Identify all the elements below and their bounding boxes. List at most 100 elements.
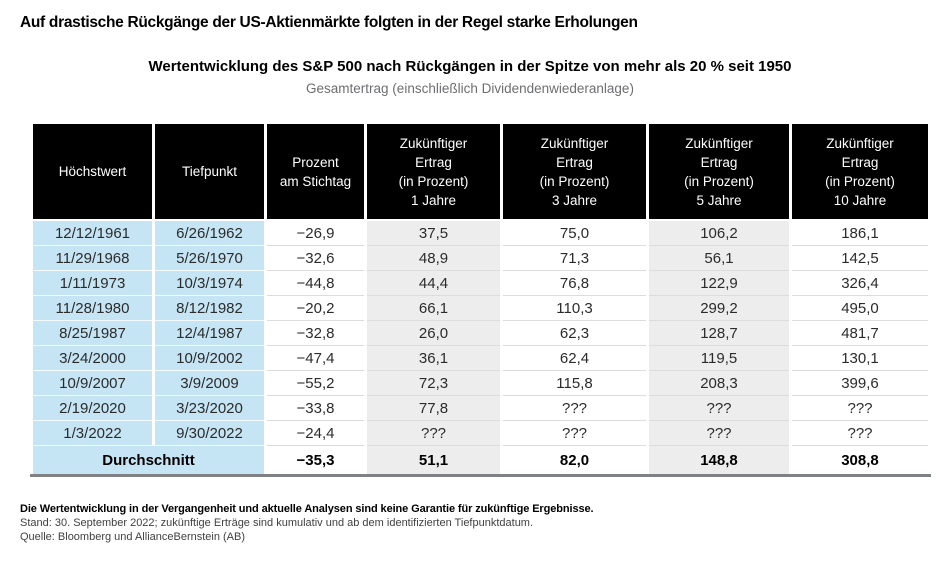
date-cell: 3/9/2009 [155,370,264,395]
value-cell: 75,0 [503,219,646,245]
value-cell: −44,8 [267,270,364,295]
table-row: 12/12/1961 6/26/1962 −26,9 37,5 75,0 106,2 186… [33,219,928,245]
value-cell: 62,3 [503,320,646,345]
table-row: 3/24/2000 10/9/2002 −47,4 36,1 62,4 119,5 130,… [33,345,928,370]
value-cell: −20,2 [267,295,364,320]
value-cell: 481,7 [792,320,928,345]
table-row: 2/19/2020 3/23/2020 −33,8 77,8????????? [33,395,928,420]
date-cell: 10/9/2002 [155,345,264,370]
table-row: 10/9/2007 3/9/2009 −55,2 72,3 115,8 208,3 399,… [33,370,928,395]
average-row: Durchschnitt −35,3 51,1 82,0 148,8 308,8 [33,445,928,474]
value-cell: 77,8 [367,395,500,420]
table-row: 1/11/1973 10/3/1974 −44,8 44,4 76,8 122,9 326,… [33,270,928,295]
date-cell: 12/12/1961 [33,219,152,245]
value-cell: 62,4 [503,345,646,370]
column-header-1: Tiefpunkt [155,124,264,219]
value-cell: 36,1 [367,345,500,370]
date-cell: 1/11/1973 [33,270,152,295]
value-cell: 208,3 [649,370,789,395]
date-cell: 12/4/1987 [155,320,264,345]
average-value-cell: −35,3 [267,445,364,474]
value-cell: 44,4 [367,270,500,295]
column-header-2: Prozent am Stichtag [267,124,364,219]
value-cell: −32,8 [267,320,364,345]
value-cell: 110,3 [503,295,646,320]
date-cell: 5/26/1970 [155,245,264,270]
disclaimer-note: Die Wertentwicklung in der Vergangenheit… [20,503,594,515]
value-cell: 130,1 [792,345,928,370]
table-row: 11/29/1968 5/26/1970 −32,6 48,9 71,3 56,1 142,… [33,245,928,270]
date-cell: 10/9/2007 [33,370,152,395]
value-cell: ??? [503,420,646,445]
source-note: Quelle: Bloomberg und AllianceBernstein … [20,531,246,543]
column-header-6: Zukünftiger Ertrag (in Prozent) 10 Jahre [792,124,928,219]
table-header: Höchstwert Tiefpunkt Prozent am Stichtag Zu… [33,124,928,219]
value-cell: 299,2 [649,295,789,320]
table-subtitle: Gesamtertrag (einschließlich Dividendenw… [306,81,634,96]
value-cell: ??? [792,395,928,420]
footnotes: Die Wertentwicklung in der Vergangenheit… [20,502,940,544]
column-header-3: Zukünftiger Ertrag (in Prozent) 1 Jahre [367,124,500,219]
value-cell: 71,3 [503,245,646,270]
title-block: Wertentwicklung des S&P 500 nach Rückgän… [0,58,940,96]
date-cell: 9/30/2022 [155,420,264,445]
column-header-4: Zukünftiger Ertrag (in Prozent) 3 Jahre [503,124,646,219]
value-cell: 66,1 [367,295,500,320]
date-cell: 11/29/1968 [33,245,152,270]
average-value-cell: 308,8 [792,445,928,474]
date-cell: 2/19/2020 [33,395,152,420]
value-cell: 76,8 [503,270,646,295]
column-header-5: Zukünftiger Ertrag (in Prozent) 5 Jahre [649,124,789,219]
value-cell: 142,5 [792,245,928,270]
value-cell: −26,9 [267,219,364,245]
value-cell: −32,6 [267,245,364,270]
returns-table-wrap: Höchstwert Tiefpunkt Prozent am Stichtag Zu… [30,124,931,477]
value-cell: 48,9 [367,245,500,270]
table-row: 1/3/2022 9/30/2022 −24,4???????????? [33,420,928,445]
table-body: 12/12/1961 6/26/1962 −26,9 37,5 75,0 106,2 186… [33,219,928,474]
value-cell: −47,4 [267,345,364,370]
as-of-note: Stand: 30. September 2022; zukünftige Er… [20,517,534,529]
value-cell: 115,8 [503,370,646,395]
value-cell: 326,4 [792,270,928,295]
value-cell: 186,1 [792,219,928,245]
value-cell: ??? [649,420,789,445]
table-row: 11/28/1980 8/12/1982 −20,2 66,1 110,3 299,2 49… [33,295,928,320]
date-cell: 1/3/2022 [33,420,152,445]
value-cell: 122,9 [649,270,789,295]
average-value-cell: 148,8 [649,445,789,474]
value-cell: −55,2 [267,370,364,395]
average-value-cell: 82,0 [503,445,646,474]
value-cell: −33,8 [267,395,364,420]
value-cell: 128,7 [649,320,789,345]
header-row: Höchstwert Tiefpunkt Prozent am Stichtag Zu… [33,124,928,219]
average-value-cell: 51,1 [367,445,500,474]
date-cell: 10/3/1974 [155,270,264,295]
value-cell: −24,4 [267,420,364,445]
date-cell: 8/25/1987 [33,320,152,345]
returns-table: Höchstwert Tiefpunkt Prozent am Stichtag Zu… [30,124,931,474]
value-cell: 26,0 [367,320,500,345]
page-headline: Auf drastische Rückgänge der US-Aktienmä… [20,14,638,31]
value-cell: ??? [367,420,500,445]
value-cell: ??? [792,420,928,445]
value-cell: ??? [503,395,646,420]
value-cell: 72,3 [367,370,500,395]
value-cell: ??? [649,395,789,420]
value-cell: 106,2 [649,219,789,245]
date-cell: 11/28/1980 [33,295,152,320]
value-cell: 56,1 [649,245,789,270]
value-cell: 37,5 [367,219,500,245]
date-cell: 8/12/1982 [155,295,264,320]
table-title: Wertentwicklung des S&P 500 nach Rückgän… [148,58,792,75]
date-cell: 3/24/2000 [33,345,152,370]
value-cell: 399,6 [792,370,928,395]
date-cell: 3/23/2020 [155,395,264,420]
table-row: 8/25/1987 12/4/1987 −32,8 26,0 62,3 128,7 481,… [33,320,928,345]
value-cell: 495,0 [792,295,928,320]
column-header-0: Höchstwert [33,124,152,219]
date-cell: 6/26/1962 [155,219,264,245]
average-label: Durchschnitt [33,445,264,474]
value-cell: 119,5 [649,345,789,370]
